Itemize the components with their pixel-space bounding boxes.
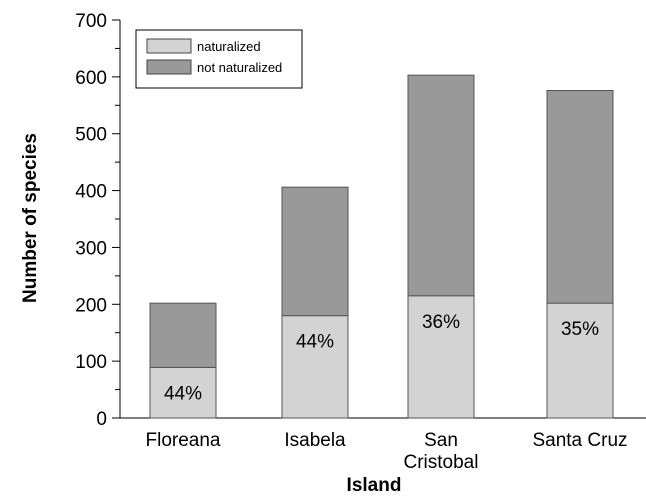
legend-swatch: [146, 59, 192, 75]
plot-area: 0 100 200 300 400 500 600 700 44% Floreana 44% Isab…: [75, 11, 646, 473]
bar-segment-naturalized: [149, 366, 217, 419]
bar-segment-naturalized: [281, 315, 349, 419]
y-tick-label: 200: [75, 295, 107, 316]
y-axis-title: Number of species: [20, 133, 41, 303]
x-category-label-line: San: [424, 430, 458, 451]
legend-swatch: [146, 38, 192, 54]
bar-segment-not-naturalized: [149, 302, 217, 368]
x-category-label-line: Cristobal: [404, 452, 479, 473]
x-category-label-line: Isabela: [284, 430, 346, 451]
legend-label: naturalized: [197, 39, 261, 54]
x-axis-title: Island: [347, 475, 402, 496]
x-category-label-line: Santa Cruz: [532, 430, 627, 451]
bar-percent-label: 35%: [561, 319, 599, 340]
bar-percent-label: 36%: [422, 312, 460, 333]
legend-label: not naturalized: [197, 60, 282, 75]
x-category-label: Isabela: [284, 430, 346, 451]
y-tick-label: 100: [75, 352, 107, 373]
y-tick-label: 400: [75, 182, 107, 203]
x-category-label: Floreana: [146, 430, 221, 451]
x-category-label: San Cristobal: [404, 430, 479, 473]
x-category-label: Santa Cruz: [532, 430, 627, 451]
bar-percent-label: 44%: [164, 383, 202, 404]
y-tick-label: 0: [96, 409, 107, 430]
bar-segment-not-naturalized: [546, 90, 614, 304]
bar-percent-label: 44%: [296, 332, 334, 353]
bar-segment-not-naturalized: [281, 186, 349, 317]
bar-segment-naturalized: [546, 302, 614, 419]
bar-segment-naturalized: [407, 295, 475, 419]
y-tick-label: 300: [75, 238, 107, 259]
y-tick-label: 700: [75, 11, 107, 32]
x-category-label-line: Floreana: [146, 430, 221, 451]
y-tick-label: 600: [75, 68, 107, 89]
bar-segment-not-naturalized: [407, 74, 475, 297]
y-tick-label: 500: [75, 125, 107, 146]
